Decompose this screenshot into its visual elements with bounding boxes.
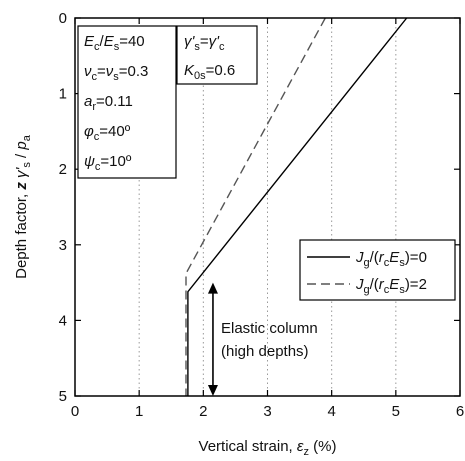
annotation-line-2: (high depths) bbox=[221, 343, 309, 360]
elastic-column-annotation: Elastic column (high depths) bbox=[207, 282, 318, 396]
y-tick-label: 2 bbox=[59, 161, 67, 178]
x-tick-label: 6 bbox=[456, 403, 464, 420]
soil-box-frame bbox=[176, 25, 258, 85]
parameter-line: Ec/Es=40 bbox=[84, 33, 145, 53]
series-line-1 bbox=[187, 17, 408, 396]
parameters-box-frame bbox=[77, 25, 177, 179]
x-tick-label: 3 bbox=[263, 403, 271, 420]
soil-parameters-box: γ's=γ'c K0s=0.6 bbox=[176, 25, 258, 85]
legend-label-2: Jg/(rcEs)=2 bbox=[355, 276, 427, 296]
y-tick-label: 0 bbox=[59, 10, 67, 27]
annotation-line-1: Elastic column bbox=[221, 320, 318, 337]
y-tick-label: 5 bbox=[59, 388, 67, 405]
parameter-line: νc=νs=0.3 bbox=[84, 63, 148, 83]
x-tick-label: 4 bbox=[327, 403, 335, 420]
legend-frame bbox=[299, 239, 456, 301]
legend-label-1: Jg/(rcEs)=0 bbox=[355, 249, 427, 269]
x-tick-label: 5 bbox=[392, 403, 400, 420]
y-tick-label: 1 bbox=[59, 86, 67, 103]
annotation-arrow-head-top bbox=[207, 282, 218, 294]
parameter-line: ar=0.11 bbox=[84, 93, 133, 113]
parameter-line: ψc=10º bbox=[84, 153, 132, 173]
parameter-line: φc=40º bbox=[84, 123, 131, 143]
x-tick-label: 0 bbox=[71, 403, 79, 420]
x-tick-label: 1 bbox=[135, 403, 143, 420]
soil-parameter-line: K0s=0.6 bbox=[184, 62, 235, 82]
parameters-box: Ec/Es=40 νc=νs=0.3 ar=0.11 φc=40º ψc=10º bbox=[77, 25, 177, 179]
series-lines bbox=[185, 17, 408, 396]
x-axis-title: Vertical strain, εz (%) bbox=[199, 438, 337, 458]
y-axis-title: Depth factor, z γ's / pa bbox=[13, 134, 33, 279]
legend: Jg/(rcEs)=0 Jg/(rcEs)=2 bbox=[299, 239, 456, 301]
annotation-arrow-head-bottom bbox=[207, 385, 218, 396]
series-line-2 bbox=[185, 17, 326, 396]
y-tick-label: 4 bbox=[59, 312, 67, 329]
y-tick-label: 3 bbox=[59, 237, 67, 254]
x-tick-label: 2 bbox=[199, 403, 207, 420]
axis-ticks: 0 1 2 3 4 5 6 0 1 2 3 4 5 bbox=[59, 10, 465, 420]
soil-parameter-line: γ's=γ'c bbox=[184, 33, 225, 53]
